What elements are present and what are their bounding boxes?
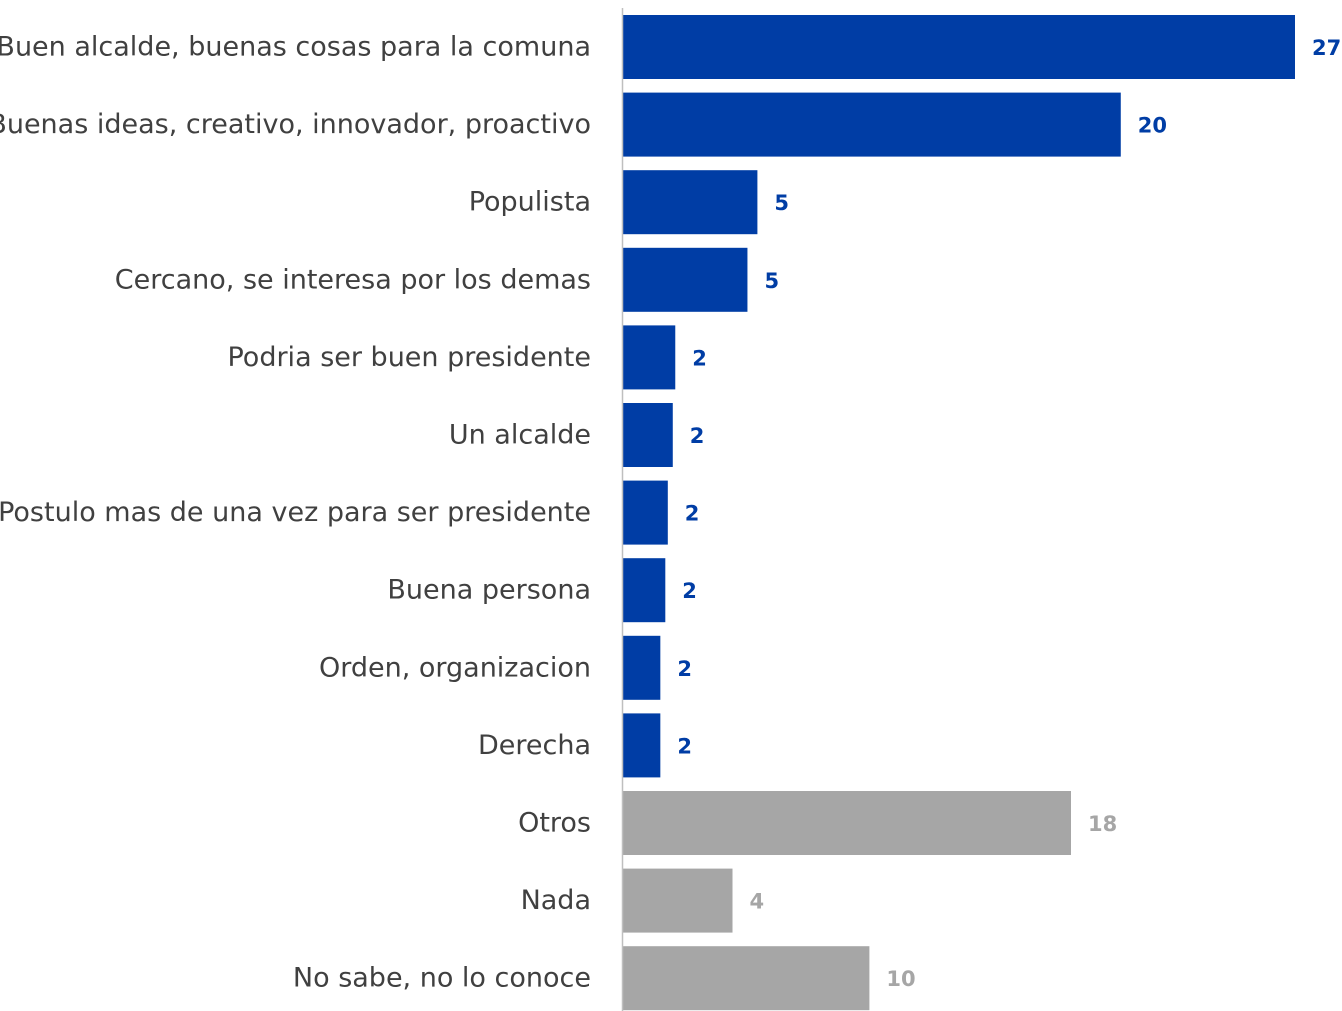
bar: [623, 635, 661, 700]
value-labels: 27 20 5 5 2 2 2 2 2 2 18 4 10: [677, 36, 1341, 991]
category-label: Postulo mas de una vez para ser presiden…: [0, 497, 591, 528]
category-label: Nada: [521, 885, 591, 916]
data-label: 27: [1312, 36, 1341, 60]
data-label: 2: [677, 657, 692, 681]
bar: [623, 713, 661, 778]
bar: [623, 791, 1071, 855]
category-labels: Buen alcalde, buenas cosas para la comun…: [0, 32, 591, 994]
bar: [623, 868, 733, 933]
bar: [623, 170, 758, 235]
data-label: 18: [1088, 812, 1117, 836]
category-label: Buenas ideas, creativo, innovador, proac…: [0, 109, 591, 140]
data-label: 5: [764, 269, 779, 293]
category-label: Otros: [518, 808, 591, 839]
category-label: Podria ser buen presidente: [227, 342, 591, 373]
data-label: 20: [1138, 114, 1167, 138]
category-label: Derecha: [478, 730, 591, 761]
data-label: 2: [677, 734, 692, 758]
data-label: 2: [692, 346, 707, 370]
bar: [623, 325, 676, 390]
bar: [623, 480, 668, 545]
bar: [623, 946, 870, 1011]
bars: [623, 15, 1295, 1011]
data-label: 10: [886, 967, 915, 991]
category-label: Cercano, se interesa por los demas: [115, 264, 591, 295]
category-label: Populista: [469, 187, 591, 218]
bar: [623, 558, 666, 623]
category-label: Un alcalde: [449, 420, 591, 451]
category-label: Buena persona: [387, 575, 591, 606]
category-label: No sabe, no lo conoce: [293, 963, 591, 994]
data-label: 2: [685, 502, 700, 526]
category-label: Orden, organizacion: [319, 652, 591, 683]
bar: [623, 15, 1295, 79]
data-label: 5: [774, 191, 789, 215]
bar: [623, 92, 1121, 157]
category-label: Buen alcalde, buenas cosas para la comun…: [0, 32, 591, 63]
data-label: 2: [690, 424, 705, 448]
bar: [623, 247, 748, 312]
data-label: 4: [750, 890, 765, 914]
bar: [623, 403, 673, 467]
data-label: 2: [682, 579, 697, 603]
